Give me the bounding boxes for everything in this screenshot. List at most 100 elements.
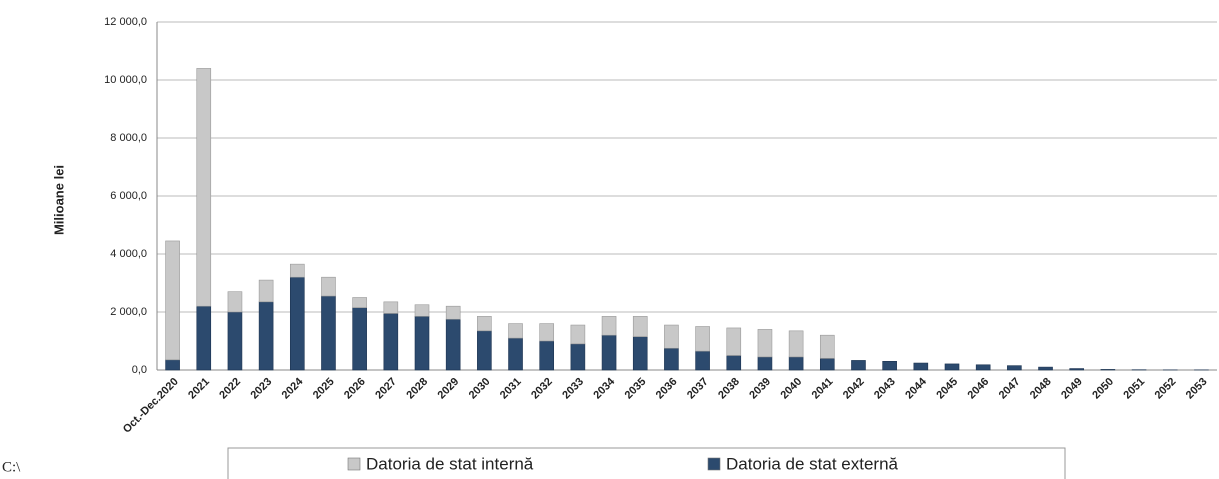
x-tick-label: 2027 <box>373 376 399 402</box>
y-tick-label: 2 000,0 <box>110 306 147 318</box>
x-tick-label: 2047 <box>997 376 1023 402</box>
x-tick-label: 2034 <box>591 375 617 401</box>
y-tick-label: 12 000,0 <box>104 16 147 28</box>
bar-segment <box>851 360 866 371</box>
bar-segment <box>788 330 804 358</box>
x-tick-label: 2030 <box>467 376 493 402</box>
bar-segment <box>321 276 336 297</box>
bar-segment <box>819 358 835 371</box>
bar-segment <box>165 359 180 371</box>
legend-swatch <box>347 457 361 471</box>
x-tick-label: 2039 <box>747 376 773 402</box>
x-tick-label: 2049 <box>1059 376 1085 402</box>
bar-segment <box>601 316 617 336</box>
bar-segment <box>414 316 430 371</box>
bar-segment <box>664 347 679 371</box>
x-tick-label: 2052 <box>1153 376 1179 402</box>
legend-label: Datoria de stat externă <box>726 454 899 473</box>
bar-segment <box>632 316 648 337</box>
x-tick-label: 2041 <box>810 376 836 402</box>
y-tick-label: 4 000,0 <box>110 248 147 260</box>
bar-segment <box>289 276 305 371</box>
bar-segment <box>1069 368 1085 371</box>
bar-segment <box>726 355 742 371</box>
bar-segment <box>227 291 243 313</box>
bar-segment <box>944 363 960 371</box>
bar-segment <box>477 316 492 332</box>
bar-segment <box>258 279 274 303</box>
bar-segment <box>383 301 399 314</box>
bar-segment <box>196 68 212 307</box>
x-tick-label: 2053 <box>1184 376 1210 402</box>
bar-segment <box>695 326 710 352</box>
bar-segment <box>352 307 367 371</box>
bar-segment <box>664 324 679 349</box>
bar-segment <box>570 343 586 371</box>
bar-segment <box>695 350 710 371</box>
bar-segment <box>196 305 212 371</box>
bar-segment <box>508 323 523 339</box>
annotation: C:\ <box>2 459 21 475</box>
legend-swatch <box>707 457 721 471</box>
bar-segment <box>757 329 773 358</box>
bar-segment <box>227 311 243 371</box>
x-tick-label: 2033 <box>560 376 586 402</box>
y-axis-title: Milioane lei <box>51 165 66 235</box>
x-tick-label: 2046 <box>966 376 992 402</box>
bar-segment <box>757 356 773 371</box>
bar-segment <box>1100 369 1116 371</box>
x-tick-label: 2025 <box>311 376 337 402</box>
y-tick-label: 8 000,0 <box>110 132 147 144</box>
bar-segment <box>570 324 586 345</box>
x-tick-label: 2024 <box>280 375 306 401</box>
bar-segment <box>289 263 305 278</box>
x-tick-label: Oct.-Dec.2020 <box>121 376 181 436</box>
x-tick-label: 2040 <box>778 376 804 402</box>
bar-segment <box>477 330 492 371</box>
x-tick-label: 2042 <box>841 376 867 402</box>
bar-segment <box>788 356 804 371</box>
x-tick-label: 2051 <box>1121 376 1147 402</box>
x-tick-label: 2029 <box>436 376 462 402</box>
bar-segment <box>601 334 617 371</box>
x-tick-label: 2044 <box>903 375 929 401</box>
bar-segment <box>352 297 367 308</box>
x-tick-label: 2028 <box>404 376 430 402</box>
x-tick-label: 2031 <box>498 376 524 402</box>
x-tick-label: 2050 <box>1090 376 1116 402</box>
bar-segment <box>445 305 461 320</box>
x-tick-label: 2043 <box>872 376 898 402</box>
y-tick-label: 0,0 <box>132 364 147 376</box>
bar-segment <box>321 295 336 371</box>
bar-segment <box>539 323 555 342</box>
bar-segment <box>539 340 555 371</box>
bar-segment <box>1038 366 1053 371</box>
bar-segment <box>258 301 274 371</box>
x-tick-label: 2032 <box>529 376 555 402</box>
x-tick-label: 2036 <box>654 376 680 402</box>
x-tick-label: 2037 <box>685 376 711 402</box>
bar-segment <box>508 337 523 371</box>
x-tick-label: 2045 <box>934 376 960 402</box>
bar-segment <box>975 364 991 371</box>
bar-segment <box>383 313 399 371</box>
x-tick-label: 2035 <box>623 376 649 402</box>
bar-segment <box>445 318 461 371</box>
x-tick-label: 2022 <box>217 376 243 402</box>
legend-box <box>227 447 1066 479</box>
bar-segment <box>726 327 742 356</box>
y-tick-label: 10 000,0 <box>104 74 147 86</box>
bar-segment <box>882 360 897 371</box>
bar-segment <box>414 304 430 317</box>
bar-segment <box>913 362 929 371</box>
x-tick-label: 2048 <box>1028 376 1054 402</box>
bar-segment <box>632 336 648 371</box>
y-tick-label: 6 000,0 <box>110 190 147 202</box>
x-tick-label: 2023 <box>248 376 274 402</box>
bar-segment <box>1007 365 1022 371</box>
x-tick-label: 2026 <box>342 376 368 402</box>
legend-label: Datoria de stat internă <box>366 454 534 473</box>
x-tick-label: 2038 <box>716 376 742 402</box>
bar-segment <box>819 334 835 359</box>
